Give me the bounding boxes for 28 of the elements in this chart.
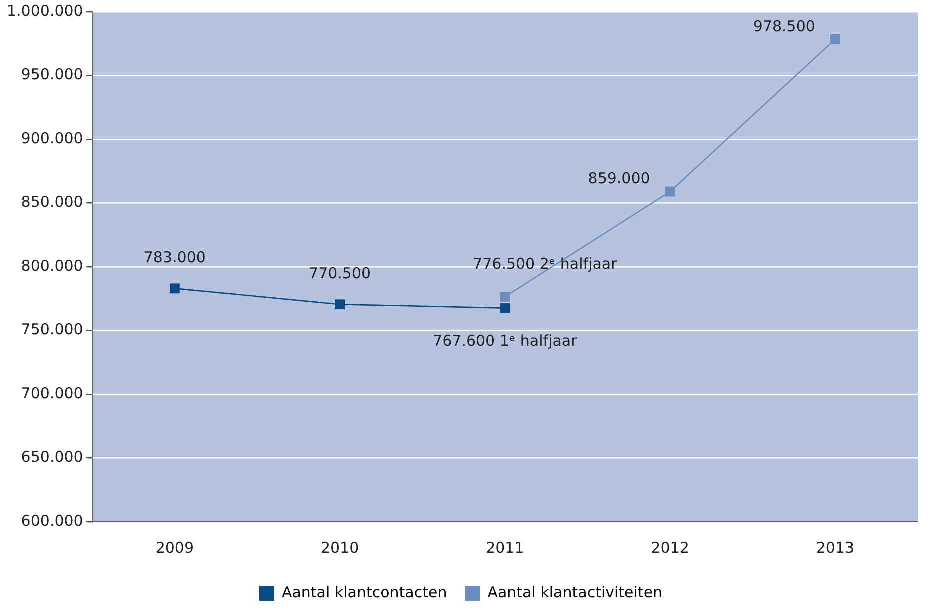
data-label: 776.500 2ᵉ halfjaar (473, 254, 618, 273)
data-label: 783.000 (144, 248, 206, 267)
y-tick-label: 650.000 (21, 448, 84, 466)
y-tick-label: 800.000 (21, 256, 84, 275)
y-tick-label: 950.000 (21, 66, 84, 84)
point (500, 292, 510, 302)
point (335, 300, 345, 310)
y-tick-label: 900.000 (21, 129, 84, 148)
y-tick-label: 600.000 (21, 512, 84, 530)
legend-label: Aantal klantcontacten (282, 583, 448, 602)
y-tick-label: 850.000 (21, 193, 84, 212)
x-tick-label: 2013 (816, 538, 855, 557)
point (500, 303, 510, 314)
data-label: 978.500 (753, 17, 816, 36)
data-label: 770.500 (309, 264, 372, 283)
x-tick-label: 2009 (156, 538, 194, 557)
x-tick-label: 2012 (651, 538, 690, 557)
point (170, 284, 180, 294)
y-tick-label: 750.000 (21, 320, 84, 339)
x-tick-label: 2011 (486, 538, 524, 557)
x-tick-label: 2010 (320, 538, 360, 557)
point (830, 34, 840, 44)
point (665, 186, 676, 197)
legend-label: Aantal klantactiviteiten (488, 583, 663, 602)
data-label: 859.000 (588, 170, 650, 188)
data-label: 767.600 1ᵉ halfjaar (433, 332, 578, 350)
y-tick-label: 1.000.000 (6, 2, 84, 20)
y-tick-label: 700.000 (21, 384, 84, 402)
